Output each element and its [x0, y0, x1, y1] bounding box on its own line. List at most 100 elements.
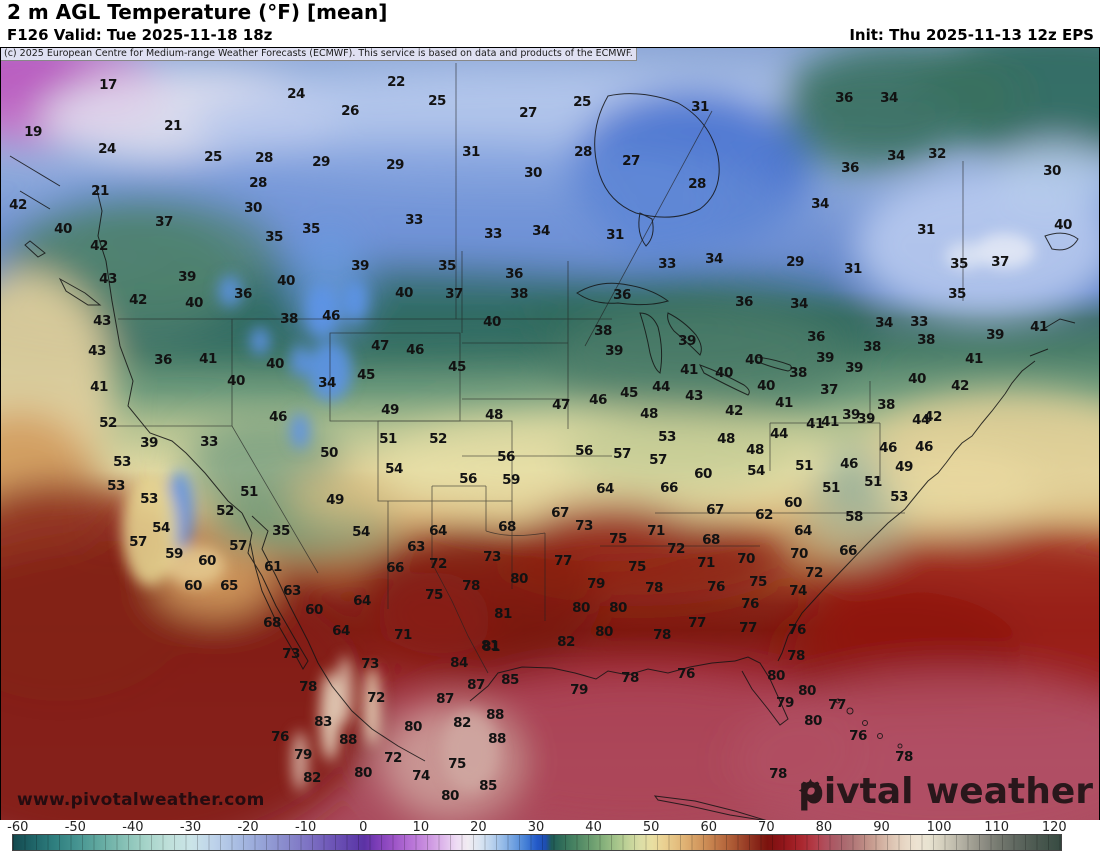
temp-label: 34: [880, 90, 898, 106]
temp-label: 56: [575, 443, 593, 459]
temp-label: 53: [658, 429, 676, 445]
temp-label: 36: [835, 90, 853, 106]
temp-label: 48: [485, 407, 503, 423]
temp-label: 74: [412, 768, 430, 784]
temp-label: 29: [312, 154, 330, 170]
valid-time: F126 Valid: Tue 2025-11-18 18z: [7, 26, 273, 44]
map-header: 2 m AGL Temperature (°F) [mean] F126 Val…: [0, 0, 1100, 47]
temp-label: 64: [332, 623, 350, 639]
temp-label: 51: [379, 431, 397, 447]
temp-label: 31: [606, 227, 624, 243]
temp-label: 41: [775, 395, 793, 411]
temp-label: 46: [915, 439, 933, 455]
temp-label: 75: [609, 531, 627, 547]
temp-label: 76: [788, 622, 806, 638]
temp-label: 56: [459, 471, 477, 487]
temp-label: 39: [140, 435, 158, 451]
temp-label: 80: [595, 624, 613, 640]
temp-label: 19: [24, 124, 42, 140]
temp-label: 51: [822, 480, 840, 496]
temp-label: 54: [385, 461, 403, 477]
temp-label: 30: [244, 200, 262, 216]
temp-label: 81: [494, 606, 512, 622]
temp-label: 60: [305, 602, 323, 618]
temp-label: 39: [842, 407, 860, 423]
temp-label: 33: [910, 314, 928, 330]
temp-label: 85: [501, 672, 519, 688]
temp-label: 39: [857, 411, 875, 427]
temp-label: 41: [1030, 319, 1048, 335]
temp-label: 80: [767, 668, 785, 684]
temp-label: 88: [488, 731, 506, 747]
temp-label: 33: [484, 226, 502, 242]
temp-label: 85: [479, 778, 497, 794]
temp-label: 38: [510, 286, 528, 302]
temp-label: 71: [647, 523, 665, 539]
temp-label: 39: [351, 258, 369, 274]
temp-label: 27: [519, 105, 537, 121]
colorbar-tick: 70: [758, 820, 775, 835]
temp-label: 72: [367, 690, 385, 706]
temp-label: 28: [574, 144, 592, 160]
temp-label: 38: [594, 323, 612, 339]
temp-label: 29: [786, 254, 804, 270]
temp-label: 71: [697, 555, 715, 571]
temp-label: 38: [877, 397, 895, 413]
temp-label: 25: [204, 149, 222, 165]
logo-text-prefix: piv: [798, 771, 860, 812]
temp-label: 41: [90, 379, 108, 395]
temp-label: 48: [717, 431, 735, 447]
temp-label: 53: [107, 478, 125, 494]
temperature-map[interactable]: (c) 2025 European Centre for Medium-rang…: [0, 47, 1100, 821]
temp-label: 40: [1054, 217, 1072, 233]
temp-label: 51: [795, 458, 813, 474]
temp-label: 33: [405, 212, 423, 228]
temp-label: 72: [384, 750, 402, 766]
temp-label: 80: [798, 683, 816, 699]
temp-label: 42: [924, 409, 942, 425]
temp-label: 42: [129, 292, 147, 308]
temp-label: 42: [9, 197, 27, 213]
temp-label: 21: [164, 118, 182, 134]
temp-label: 22: [387, 74, 405, 90]
colorbar-tick: 90: [873, 820, 890, 835]
temp-label: 79: [776, 695, 794, 711]
temp-label: 78: [653, 627, 671, 643]
temp-label: 43: [685, 388, 703, 404]
temp-label: 40: [757, 378, 775, 394]
temp-label: 78: [621, 670, 639, 686]
state-borders: [108, 63, 964, 674]
temp-label: 64: [596, 481, 614, 497]
temp-label: 37: [991, 254, 1009, 270]
temp-label: 46: [840, 456, 858, 472]
temp-label: 77: [554, 553, 572, 569]
temp-label: 53: [890, 489, 908, 505]
temp-label: 32: [928, 146, 946, 162]
temp-label: 24: [98, 141, 116, 157]
temp-label: 24: [287, 86, 305, 102]
temp-label: 87: [467, 677, 485, 693]
temp-label: 75: [448, 756, 466, 772]
temp-label: 80: [404, 719, 422, 735]
temp-label: 81: [482, 639, 500, 655]
temp-label: 45: [448, 359, 466, 375]
temp-label: 31: [462, 144, 480, 160]
colorbar-tick: -20: [237, 820, 259, 835]
temp-label: 34: [887, 148, 905, 164]
logo-text-suffix: tal weather: [859, 771, 1093, 812]
temp-label: 45: [357, 367, 375, 383]
temp-label: 60: [198, 553, 216, 569]
temp-label: 48: [640, 406, 658, 422]
temp-label: 30: [524, 165, 542, 181]
temp-label: 78: [787, 648, 805, 664]
colorbar-tick: 110: [984, 820, 1010, 835]
temp-label: 39: [816, 350, 834, 366]
temp-label: 75: [749, 574, 767, 590]
temp-label: 75: [425, 587, 443, 603]
temp-label: 78: [462, 578, 480, 594]
temp-label: 42: [725, 403, 743, 419]
temp-label: 76: [849, 728, 867, 744]
temp-label: 52: [216, 503, 234, 519]
temp-label: 46: [269, 409, 287, 425]
colorbar-tick: -50: [64, 820, 86, 835]
